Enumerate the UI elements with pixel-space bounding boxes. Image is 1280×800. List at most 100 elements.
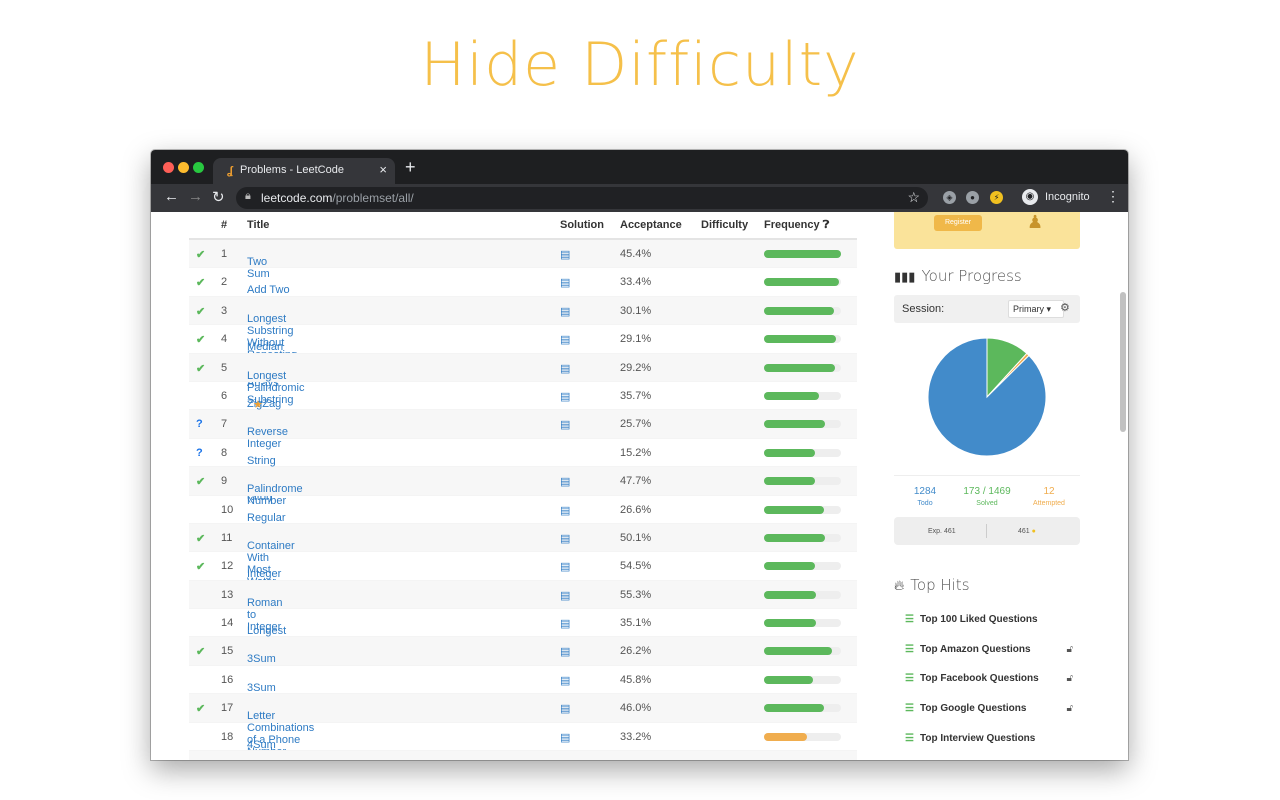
frequency-fill: [764, 391, 819, 400]
solution-icon[interactable]: ▤: [560, 759, 570, 760]
help-icon[interactable]: ❓︎: [822, 219, 830, 231]
problems-table: # Title Solution Acceptance Difficulty F…: [189, 212, 857, 760]
session-select[interactable]: Primary ▾: [1008, 300, 1064, 318]
close-window-button[interactable]: [163, 162, 174, 173]
col-num-header[interactable]: #: [221, 219, 228, 231]
solution-icon[interactable]: ▤: [560, 334, 571, 347]
col-acceptance-header[interactable]: Acceptance: [620, 219, 682, 231]
solution-icon[interactable]: ▤: [560, 589, 571, 602]
col-frequency-header[interactable]: Frequency ❓︎: [764, 219, 829, 232]
table-row[interactable]: ✔ 1 Two Sum ▤ 45.4%: [189, 240, 857, 280]
problem-number: 12: [221, 560, 234, 573]
solution-icon[interactable]: ▤: [560, 249, 571, 261]
stat-label: Attempted: [1033, 500, 1065, 507]
top-hit-item[interactable]: ☰ Top Amazon Questions 🔓︎: [905, 644, 1075, 655]
stat-solved: 173 / 1469 Solved: [956, 486, 1018, 507]
browser-tab[interactable]: ʆ Problems - LeetCode ×: [213, 158, 395, 184]
forward-icon[interactable]: →: [188, 188, 203, 205]
coin-icon: ●: [1031, 528, 1036, 535]
table-row[interactable]: ✔ 15 3Sum ▤ 26.2%: [189, 637, 857, 666]
back-icon[interactable]: ←: [164, 188, 179, 205]
acceptance-rate: 30.1%: [620, 304, 652, 317]
solution-icon[interactable]: ▤: [560, 362, 571, 375]
frequency-fill: [764, 250, 841, 258]
table-row[interactable]: 18 4Sum ▤ 33.2%: [189, 723, 857, 752]
browser-menu-icon[interactable]: ⋮: [1106, 188, 1120, 204]
solution-icon[interactable]: ▤: [560, 646, 571, 659]
address-bar[interactable]: 🔒︎ leetcode.com/problemset/all/ ☆: [236, 187, 928, 209]
scrollbar[interactable]: [1120, 292, 1126, 432]
progress-title: ▮▮▮ Your Progress: [894, 267, 1022, 285]
problem-number: 4: [221, 333, 228, 346]
table-row[interactable]: ✔ 5 Longest Palindromic Substring ▤ 29.2%: [189, 353, 857, 406]
frequency-bar: [764, 420, 841, 429]
solution-icon[interactable]: ▤: [560, 277, 571, 290]
close-tab-icon[interactable]: ×: [379, 162, 387, 177]
exp-label: Exp. 461: [928, 528, 956, 535]
leetcode-extension-icon[interactable]: ⚡︎: [990, 191, 1003, 204]
new-tab-icon[interactable]: +: [405, 157, 416, 177]
table-row[interactable]: ? 7 Reverse Integer ▤ 25.7%: [189, 410, 857, 450]
top-hit-item[interactable]: ☰ Top Interview Questions: [905, 733, 1075, 744]
solution-icon[interactable]: ▤: [560, 703, 571, 716]
solution-icon[interactable]: ▤: [560, 419, 571, 432]
browser-toolbar: ← → ↻ 🔒︎ leetcode.com/problemset/all/ ☆ …: [151, 184, 1128, 212]
col-title-header[interactable]: Title: [247, 219, 270, 231]
col-difficulty-header[interactable]: Difficulty: [701, 219, 749, 231]
register-button[interactable]: Register: [934, 215, 982, 231]
bookmark-star-icon[interactable]: ☆: [907, 189, 920, 205]
solution-icon[interactable]: ▤: [560, 561, 571, 574]
problem-title: Roman to Integer: [247, 596, 283, 633]
acceptance-rate: 33.4%: [620, 276, 652, 289]
solution-icon[interactable]: ▤: [560, 674, 571, 687]
acceptance-rate: 33.2%: [620, 730, 652, 743]
leetcode-icon: ʆ: [227, 165, 233, 177]
frequency-bar: [764, 250, 841, 258]
frequency-fill: [764, 590, 816, 599]
top-hit-item[interactable]: ☰ Top Facebook Questions 🔓︎: [905, 673, 1075, 684]
list-icon: ☰: [905, 673, 914, 685]
gear-icon[interactable]: ⚙: [1060, 302, 1070, 314]
top-hit-item[interactable]: ☰ Top Google Questions 🔓︎: [905, 703, 1075, 714]
solution-icon[interactable]: ▤: [560, 532, 571, 545]
problem-number: 14: [221, 617, 234, 630]
session-value: Primary: [1013, 304, 1044, 314]
solution-icon[interactable]: ▤: [560, 390, 571, 403]
maximize-window-button[interactable]: [193, 162, 204, 173]
reload-icon[interactable]: ↻: [212, 189, 225, 206]
acceptance-rate: 35.1%: [620, 617, 652, 630]
shield-extension-icon[interactable]: ◈: [943, 191, 956, 204]
divider: [986, 524, 987, 538]
acceptance-rate: 47.7%: [620, 475, 652, 488]
incognito-icon: ◉: [1022, 189, 1038, 205]
acceptance-rate: 26.6%: [620, 503, 652, 516]
table-row[interactable]: ✔19Remove Nth Node From End of List▤35.0…: [189, 751, 857, 760]
col-solution-header[interactable]: Solution: [560, 219, 604, 231]
minimize-window-button[interactable]: [178, 162, 189, 173]
solution-icon[interactable]: ▤: [560, 476, 571, 489]
extension-icon[interactable]: ●: [966, 191, 979, 204]
solution-icon[interactable]: ▤: [560, 504, 571, 517]
hero-title: Hide Difficulty: [420, 30, 860, 100]
table-row[interactable]: ✔ 9 Palindrome Number ▤ 47.7%: [189, 467, 857, 507]
table-row[interactable]: 13 Roman to Integer ▤ 55.3%: [189, 580, 857, 633]
problem-number: 7: [221, 418, 228, 431]
fire-icon: 🔥︎: [894, 578, 905, 594]
problem-number: 1: [221, 248, 228, 260]
solution-icon[interactable]: ▤: [560, 618, 571, 631]
top-hit-item[interactable]: ☰ Top 100 Liked Questions: [905, 614, 1075, 625]
solution-icon[interactable]: ▤: [560, 305, 571, 318]
solution-icon[interactable]: ▤: [560, 731, 571, 744]
acceptance-rate: 35.7%: [620, 389, 652, 402]
